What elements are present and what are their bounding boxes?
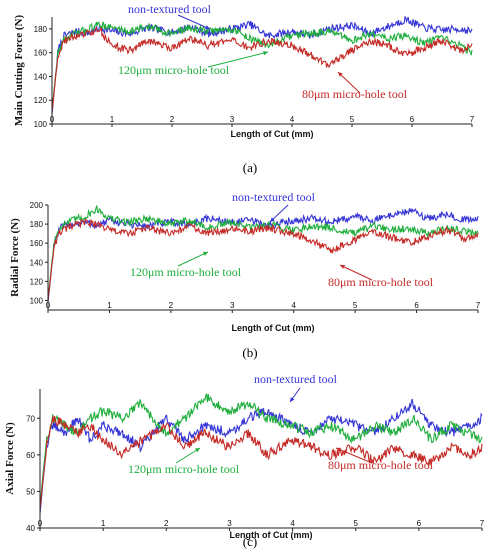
y-axis-label: Main Cutting Force (N) <box>13 15 25 127</box>
series-annotation-2: 80μm micro-hole tool <box>328 458 434 472</box>
y-tick-label: 140 <box>34 72 48 81</box>
x-tick-label: 4 <box>290 115 295 124</box>
panel-label: (b) <box>242 345 257 360</box>
annotation-arrow <box>207 51 269 68</box>
x-tick-label: 2 <box>164 519 169 528</box>
y-tick-label: 120 <box>34 96 48 105</box>
annotation-arrowhead <box>263 50 268 56</box>
series-line-2 <box>47 218 479 301</box>
annotation-arrowhead <box>203 251 208 256</box>
panel-label: (c) <box>243 534 257 549</box>
panel-label: (a) <box>243 160 257 175</box>
annotation-arrow <box>177 14 211 30</box>
annotation-arrowhead <box>205 25 210 30</box>
y-tick-label: 100 <box>30 296 44 305</box>
series-line-1 <box>39 393 483 507</box>
x-tick-label: 6 <box>414 301 419 310</box>
x-tick-label: 7 <box>476 301 481 310</box>
annotation-arrowhead <box>340 264 345 269</box>
chart-panel-1: 0 1 2 3 4 5 6 7 100 120 140 160 180 200 Length of Cut … <box>9 190 481 360</box>
x-tick-label: 5 <box>350 115 355 124</box>
x-tick-label: 1 <box>101 519 106 528</box>
y-tick-label: 60 <box>26 451 35 460</box>
y-tick-label: 50 <box>26 487 35 496</box>
annotation-arrow <box>339 264 373 281</box>
x-tick-label: 0 <box>50 115 55 124</box>
series-annotation-1: 120μm micro-hole tool <box>118 63 230 77</box>
x-tick-label: 6 <box>417 519 422 528</box>
series-annotation-0: non-textured tool <box>128 2 212 16</box>
series-line-1 <box>47 205 479 299</box>
annotation-arrowhead <box>336 447 341 452</box>
y-tick-label: 100 <box>34 120 48 129</box>
series-line-0 <box>51 15 473 115</box>
y-tick-label: 200 <box>30 201 44 210</box>
x-tick-label: 7 <box>470 115 475 124</box>
chart-panel-0: 0 1 2 3 4 5 6 7 100 120 140 160 180 Length of Cut (mm… <box>13 2 475 175</box>
series-line-2 <box>51 26 473 113</box>
chart-panel-2: 0 1 2 3 4 5 6 7 40 50 60 70 Length of Cut (mm) Axial … <box>4 372 485 549</box>
series-annotation-0: non-textured tool <box>232 190 316 204</box>
annotation-arrow <box>337 71 361 94</box>
annotation-arrowhead <box>290 397 295 402</box>
x-tick-label: 5 <box>353 301 358 310</box>
x-tick-label: 3 <box>230 301 235 310</box>
y-tick-label: 40 <box>26 524 35 533</box>
y-axis-label: Radial Force (N) <box>9 218 21 297</box>
x-tick-label: 6 <box>410 115 415 124</box>
x-tick-label: 3 <box>230 115 235 124</box>
series-line-2 <box>39 415 483 510</box>
x-tick-label: 2 <box>169 301 174 310</box>
x-axis-label: Length of Cut (mm) <box>230 530 313 540</box>
annotation-arrow <box>177 251 209 267</box>
y-tick-label: 180 <box>30 220 44 229</box>
x-axis-label: Length of Cut (mm) <box>231 129 314 139</box>
x-tick-label: 0 <box>38 519 43 528</box>
y-tick-label: 160 <box>30 239 44 248</box>
series-annotation-2: 80μm micro-hole tool <box>328 275 434 289</box>
annotation-arrowhead <box>195 448 200 453</box>
x-tick-label: 1 <box>110 115 115 124</box>
y-tick-label: 140 <box>30 258 44 267</box>
x-axis-label: Length of Cut (mm) <box>232 323 315 333</box>
x-tick-label: 2 <box>170 115 175 124</box>
y-tick-label: 160 <box>34 49 48 58</box>
y-tick-label: 180 <box>34 25 48 34</box>
series-annotation-2: 80μm micro-hole tool <box>302 87 408 101</box>
x-tick-label: 0 <box>46 301 51 310</box>
annotation-arrow <box>175 447 201 464</box>
x-tick-label: 7 <box>480 519 485 528</box>
series-line-0 <box>39 398 483 514</box>
annotation-arrow <box>335 447 373 464</box>
annotation-arrowhead <box>270 217 275 222</box>
series-annotation-1: 120μm micro-hole tool <box>130 265 242 279</box>
x-tick-label: 1 <box>107 301 112 310</box>
x-tick-label: 4 <box>290 519 295 528</box>
x-tick-label: 3 <box>227 519 232 528</box>
x-tick-label: 4 <box>291 301 296 310</box>
series-annotation-0: non-textured tool <box>254 372 338 386</box>
y-tick-label: 70 <box>26 414 35 423</box>
annotation-arrowhead <box>338 72 343 77</box>
series-annotation-1: 120μm micro-hole tool <box>128 462 240 476</box>
y-axis-label: Axial Force (N) <box>4 422 16 495</box>
x-tick-label: 5 <box>353 519 358 528</box>
y-tick-label: 120 <box>30 277 44 286</box>
